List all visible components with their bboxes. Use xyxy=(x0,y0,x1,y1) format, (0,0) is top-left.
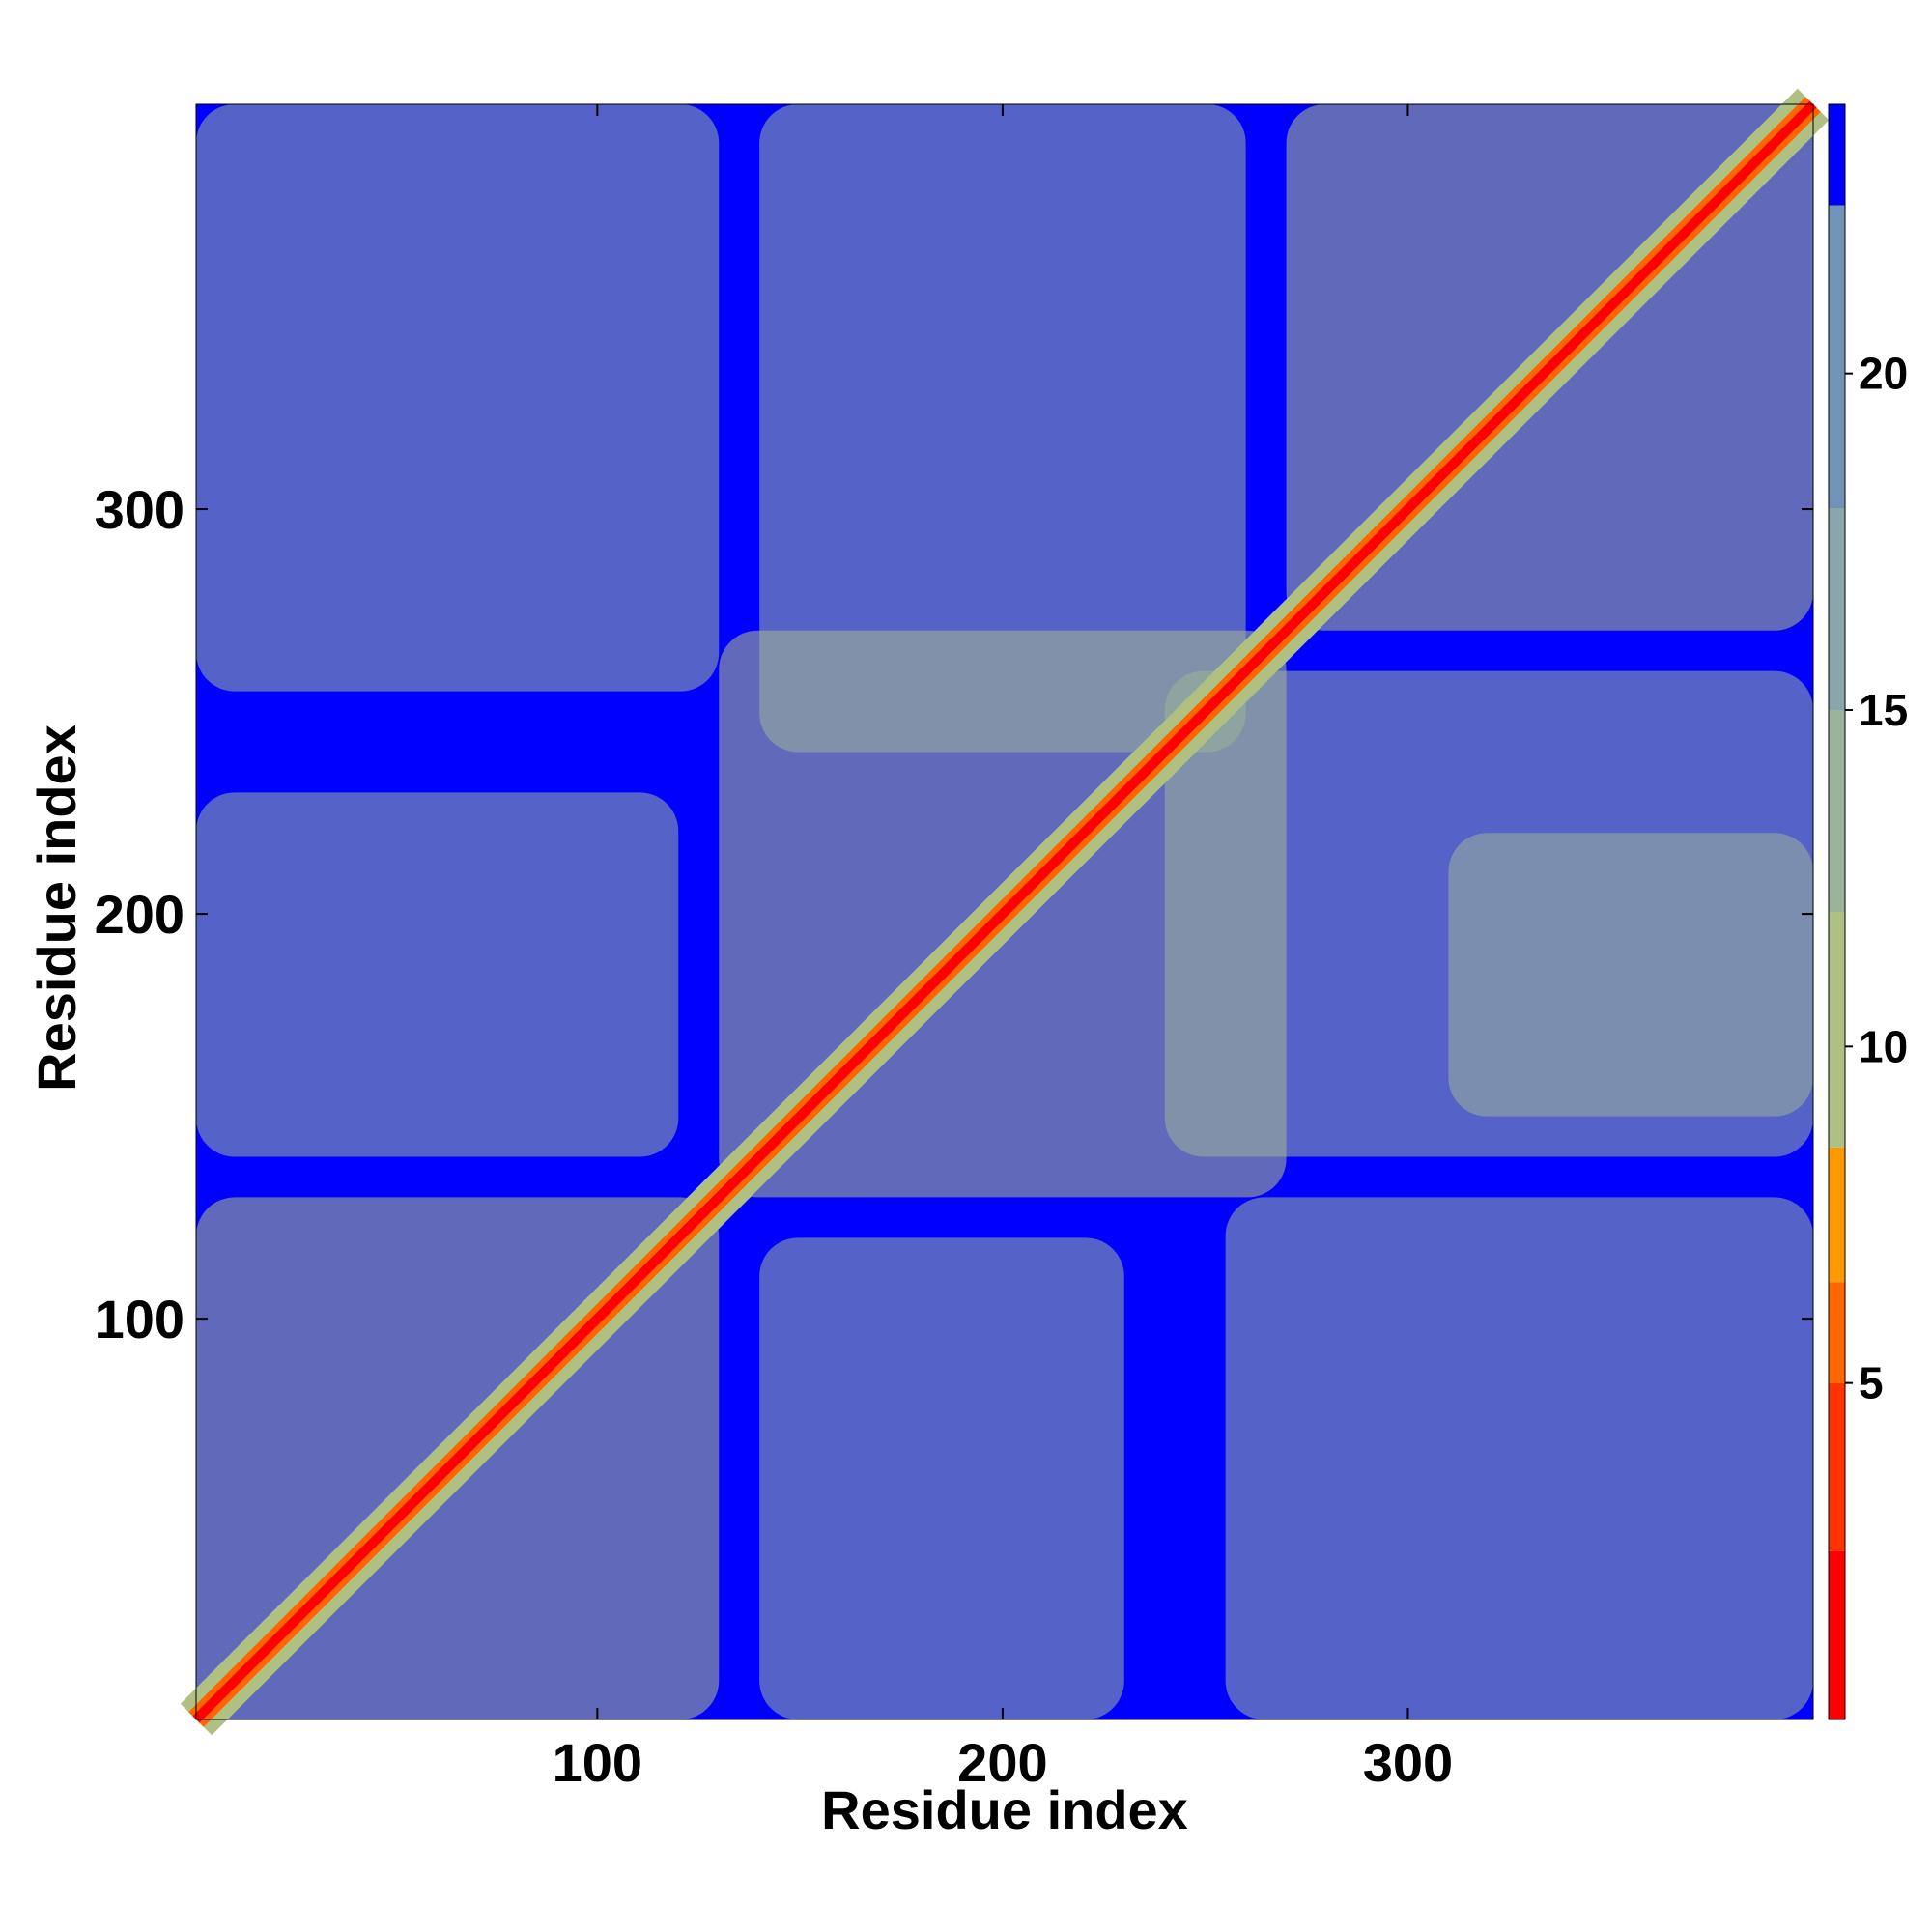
diagonal-band-core xyxy=(192,100,1817,1723)
colorbar-segment xyxy=(1829,508,1845,710)
colorbar-segment xyxy=(1829,205,1845,508)
x-axis-ticks: 100 200 300 xyxy=(553,104,1453,1793)
plot-border xyxy=(195,103,1814,1720)
colorbar-tick-label: 5 xyxy=(1859,1358,1884,1408)
x-tick-label: 300 xyxy=(1363,1732,1453,1793)
y-tick-label: 100 xyxy=(95,1289,185,1350)
colorbar-tick-label: 20 xyxy=(1859,349,1908,399)
y-axis-ticks: 100 200 300 xyxy=(95,479,1813,1350)
x-axis-label: Residue index xyxy=(821,1779,1188,1840)
colorbar-segment xyxy=(1829,1550,1845,1719)
colorbar xyxy=(1828,103,1846,1720)
contact-region xyxy=(759,1237,1124,1719)
colorbar-ticks: 5 10 15 20 xyxy=(1845,349,1908,1408)
contact-region xyxy=(759,104,1246,753)
contact-region xyxy=(196,104,720,692)
x-tick-label: 200 xyxy=(957,1732,1047,1793)
plot-frame xyxy=(195,103,1814,1720)
colorbar-segment xyxy=(1829,912,1845,1148)
contact-region xyxy=(196,792,679,1157)
y-tick-label: 300 xyxy=(95,479,185,540)
colorbar-segment xyxy=(1829,1382,1845,1551)
colorbar-segment xyxy=(1829,104,1845,206)
colorbar-tick-label: 15 xyxy=(1859,685,1908,735)
colorbar-segment xyxy=(1829,710,1845,912)
y-axis-label: Residue index xyxy=(26,724,87,1092)
y-tick-label: 200 xyxy=(95,884,185,945)
x-tick-label: 100 xyxy=(553,1732,642,1793)
colorbar-segment xyxy=(1829,1282,1845,1383)
colorbar-segment xyxy=(1829,1147,1845,1283)
colorbar-tick-label: 10 xyxy=(1859,1021,1908,1071)
contact-region xyxy=(1448,833,1813,1117)
contact-region xyxy=(1225,1197,1813,1719)
heatmap-cells xyxy=(180,88,1830,1736)
colorbar-border xyxy=(1828,103,1846,1720)
